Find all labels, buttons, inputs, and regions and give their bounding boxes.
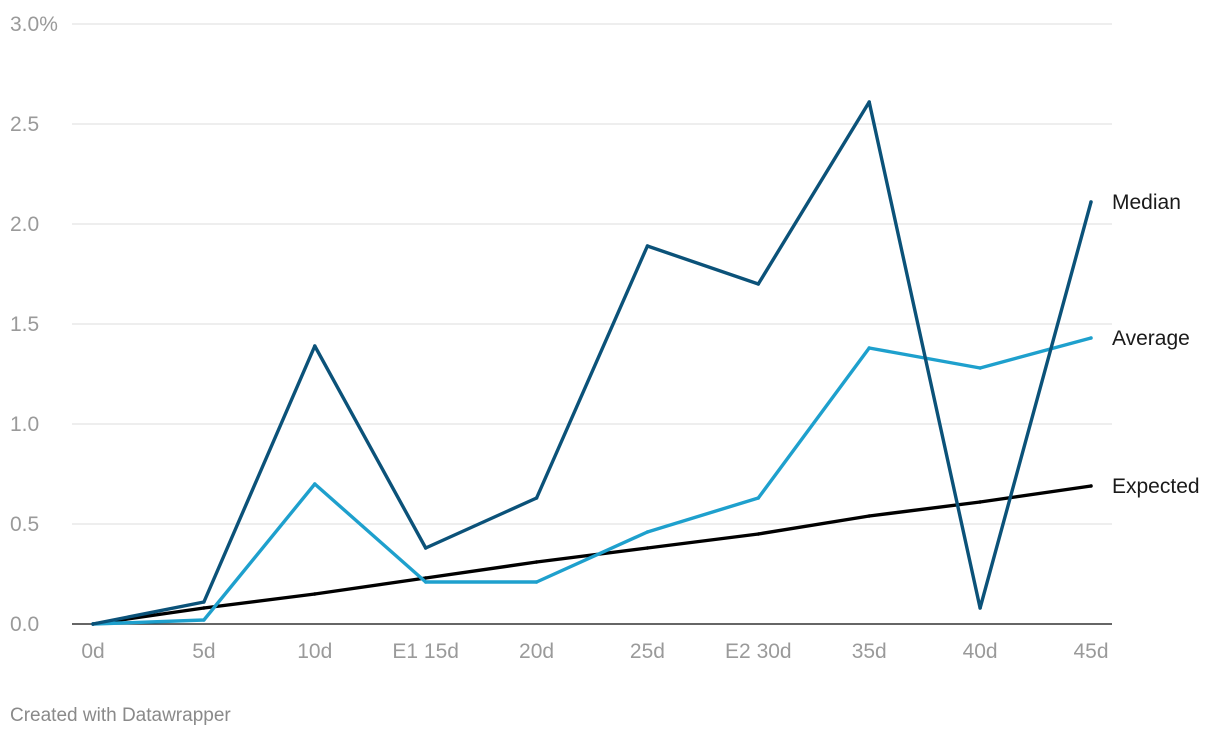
y-tick-label: 1.0 [10, 413, 39, 436]
series-labels: Expected Average Median [1112, 191, 1200, 498]
x-tick-label: 0d [81, 640, 104, 663]
data-point-average [202, 618, 206, 622]
data-point-expected [756, 532, 761, 536]
data-point-average [534, 580, 539, 584]
data-point-average [313, 482, 317, 486]
x-axis-ticks: 0d 5d 10d E1 15d 20d 25d E2 30d 35d 40d 45d [81, 640, 1108, 663]
x-tick-label: 35d [852, 640, 887, 663]
x-tick-label: 20d [519, 640, 554, 663]
datawrapper-credit: Created with Datawrapper [10, 705, 231, 726]
line-chart: 0.0 0.5 1.0 1.5 2.0 2.5 3.0% 0d 5d 10d E1 15d 20d 2… [10, 13, 1200, 663]
y-axis-ticks: 0.0 0.5 1.0 1.5 2.0 2.5 3.0% [10, 13, 58, 636]
data-point-expected [645, 546, 650, 550]
data-point-average [645, 530, 650, 534]
data-point-expected [1089, 484, 1093, 488]
data-point-median [978, 606, 982, 610]
data-point-average [756, 496, 761, 500]
data-point-median [423, 546, 428, 550]
data-point-median [867, 100, 871, 104]
y-tick-label: 2.5 [10, 113, 39, 136]
data-point-average [423, 580, 428, 584]
series-label-median: Median [1112, 191, 1181, 214]
y-tick-label: 0.0 [10, 613, 39, 636]
data-point-median [534, 496, 539, 500]
data-point-average [1089, 336, 1093, 340]
x-tick-label: 5d [192, 640, 215, 663]
series-line-average [91, 336, 1093, 626]
data-point-average [978, 366, 982, 370]
data-point-expected [202, 606, 206, 610]
gridlines [72, 23, 1112, 625]
series-lines [91, 100, 1093, 626]
data-point-average [867, 346, 871, 350]
data-point-expected [978, 500, 982, 504]
x-tick-label: E1 15d [392, 640, 459, 663]
series-label-average: Average [1112, 327, 1190, 350]
series-label-expected: Expected [1112, 475, 1200, 498]
series-line-expected [91, 484, 1093, 626]
data-point-median [1089, 200, 1093, 204]
series-line-median [91, 100, 1093, 626]
data-point-expected [423, 576, 428, 580]
x-tick-label: 45d [1073, 640, 1108, 663]
x-tick-label: 10d [297, 640, 332, 663]
data-point-median [91, 622, 95, 626]
y-tick-label: 3.0% [10, 13, 58, 36]
y-tick-label: 2.0 [10, 213, 39, 236]
y-tick-label: 1.5 [10, 313, 39, 336]
x-tick-label: 25d [630, 640, 665, 663]
data-point-median [202, 600, 206, 604]
x-tick-label: 40d [963, 640, 998, 663]
x-tick-label: E2 30d [725, 640, 792, 663]
data-point-median [645, 244, 650, 248]
data-point-median [756, 282, 761, 286]
data-point-expected [534, 560, 539, 564]
data-point-median [313, 344, 317, 348]
data-point-expected [313, 592, 317, 596]
data-point-expected [867, 514, 871, 518]
y-tick-label: 0.5 [10, 513, 39, 536]
